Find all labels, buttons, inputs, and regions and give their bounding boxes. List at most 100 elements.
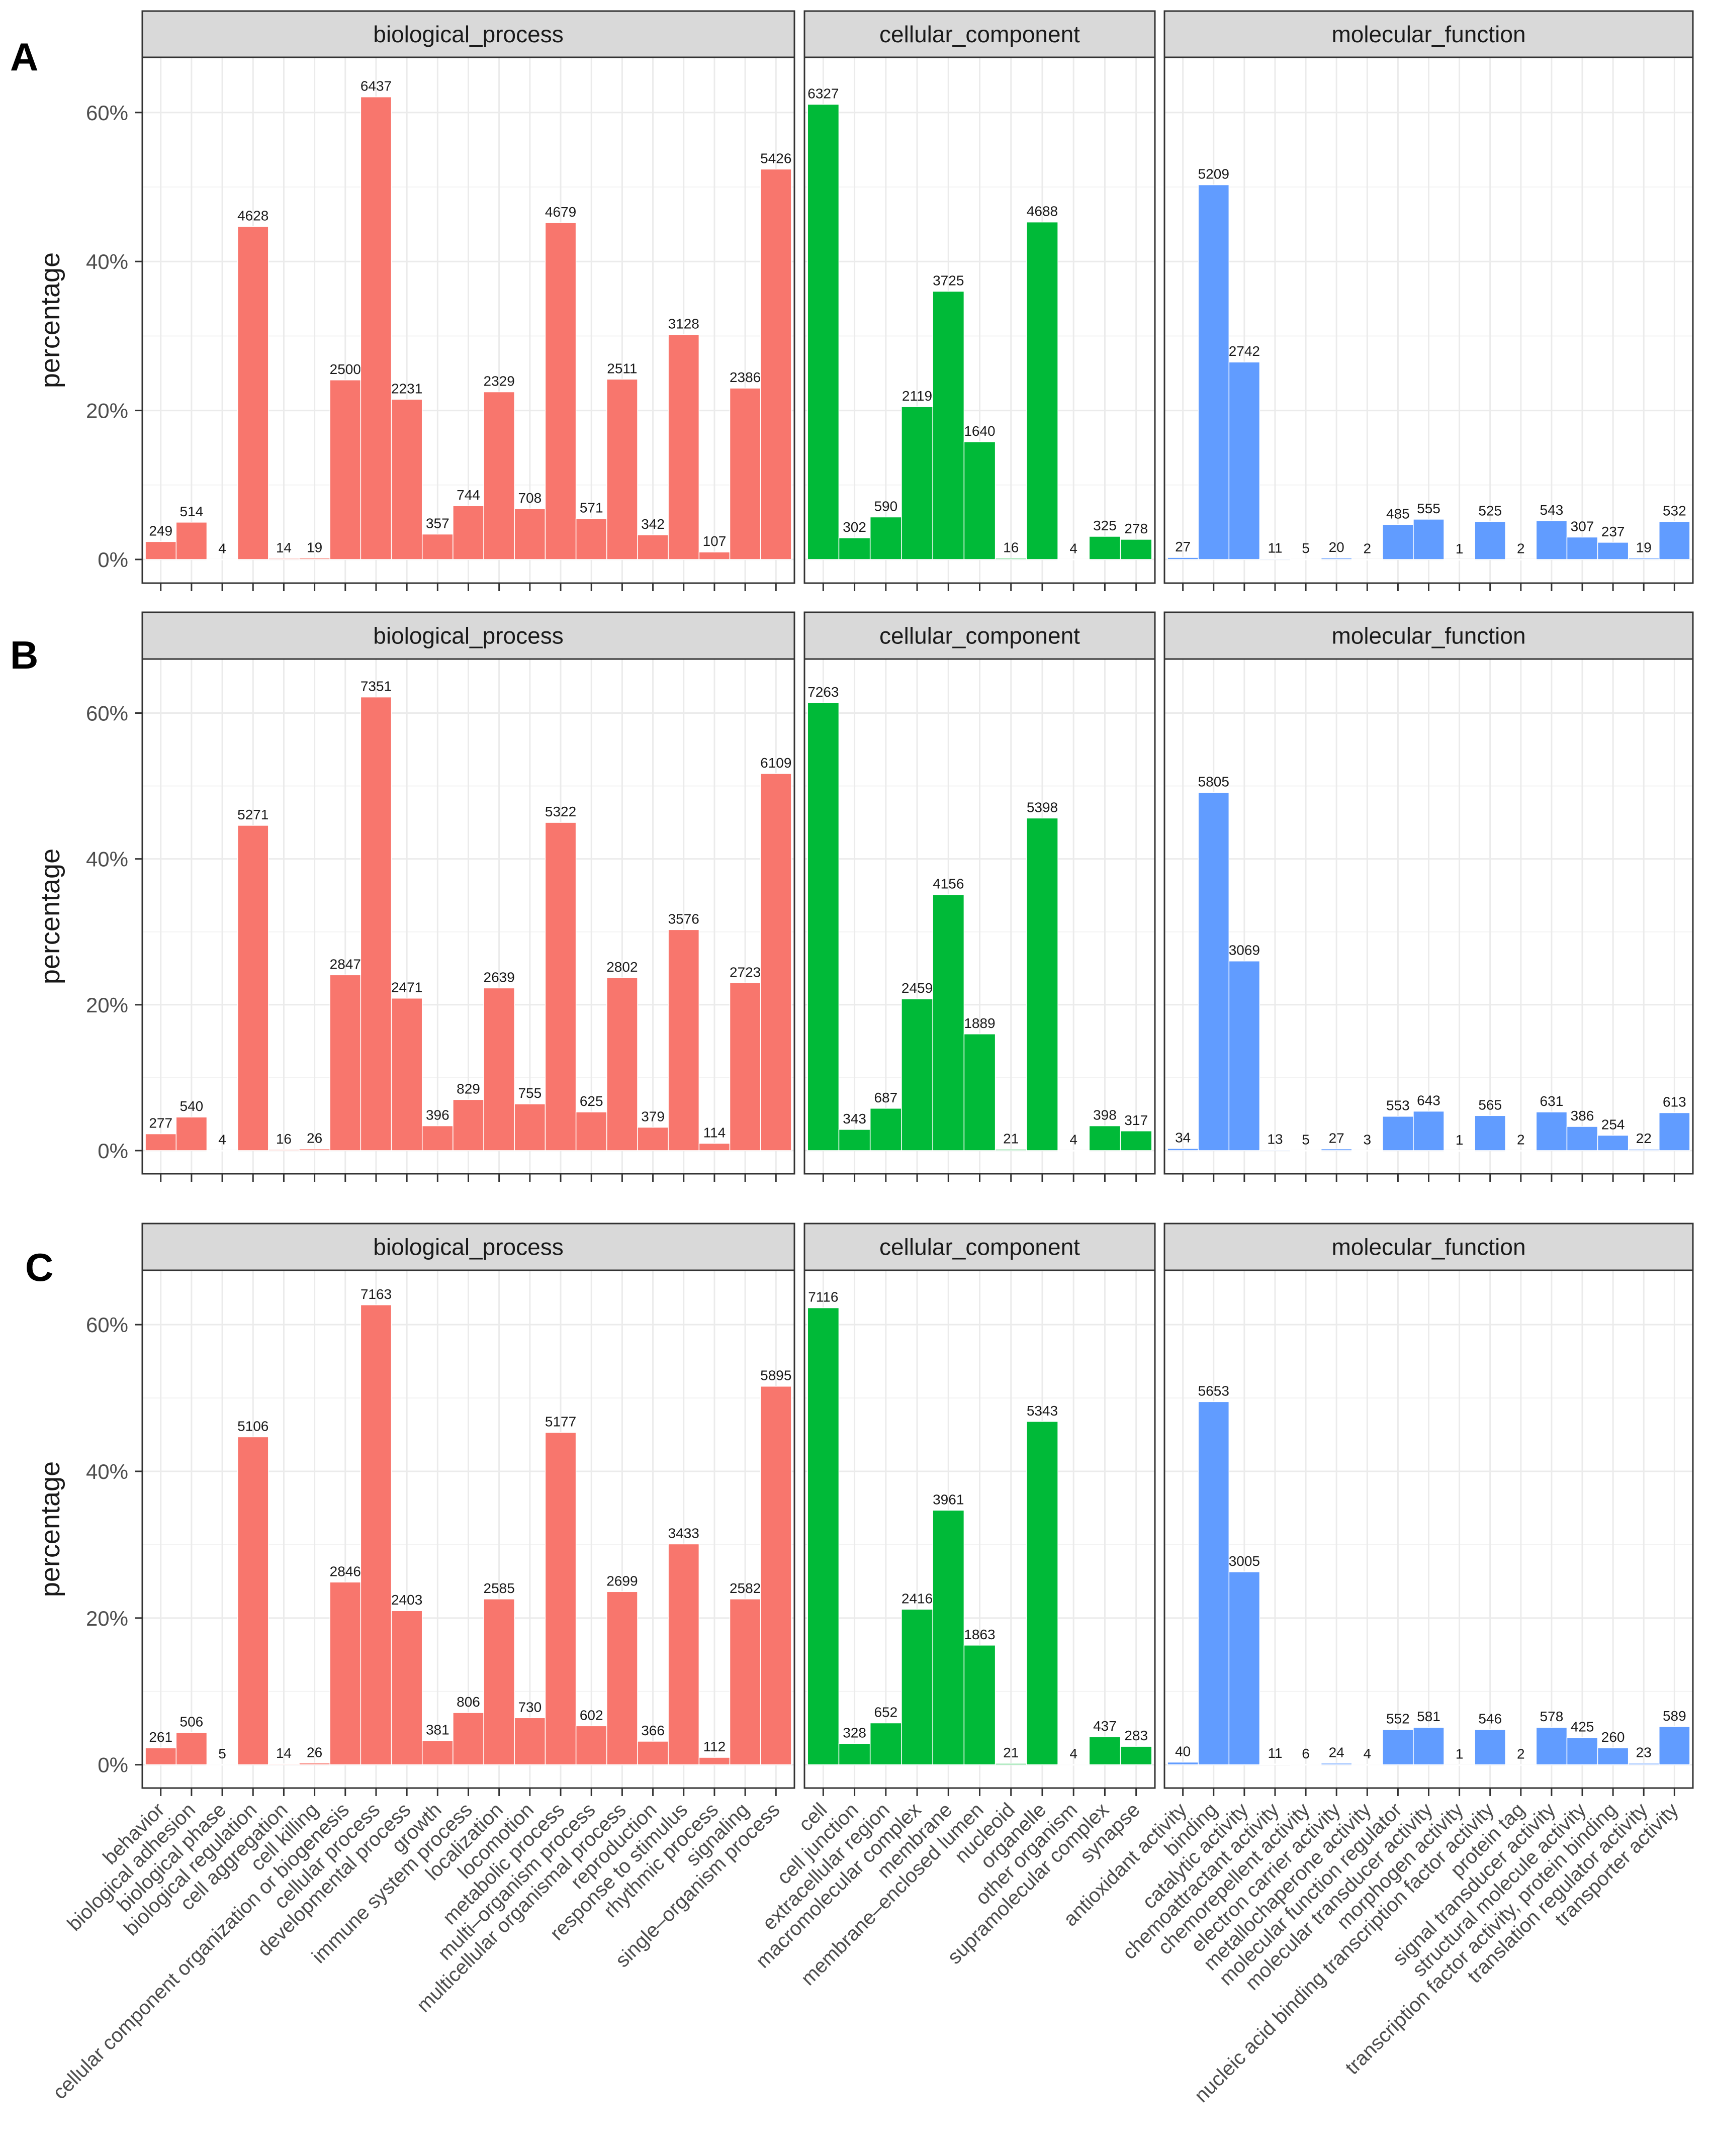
bar bbox=[1320, 1762, 1353, 1765]
bar bbox=[237, 226, 269, 560]
bar-value-label: 2119 bbox=[902, 388, 932, 404]
bar-value-label: 112 bbox=[703, 1739, 726, 1754]
bar-value-label: 4628 bbox=[237, 208, 268, 224]
bar-value-label: 3128 bbox=[668, 316, 699, 331]
bar-value-label: 806 bbox=[457, 1694, 480, 1710]
bar bbox=[1120, 1746, 1152, 1765]
bar-value-label: 2582 bbox=[730, 1580, 761, 1596]
bar-value-label: 652 bbox=[874, 1704, 897, 1720]
bar bbox=[1167, 557, 1199, 560]
bar bbox=[838, 1129, 871, 1151]
bar bbox=[1057, 558, 1090, 560]
bar-value-label: 357 bbox=[426, 516, 449, 531]
bar-value-label: 40 bbox=[1175, 1744, 1191, 1759]
bar-value-label: 2802 bbox=[606, 959, 638, 975]
bar-value-label: 114 bbox=[703, 1124, 726, 1140]
bar-value-label: 4688 bbox=[1027, 204, 1058, 219]
bar-value-label: 2639 bbox=[484, 969, 515, 985]
bar-value-label: 5 bbox=[1302, 1132, 1310, 1147]
bar-value-label: 2386 bbox=[730, 369, 761, 385]
bar bbox=[1167, 1761, 1199, 1765]
y-tick-label: 0% bbox=[98, 548, 128, 572]
bar bbox=[637, 1741, 669, 1765]
bar bbox=[175, 522, 208, 560]
bar bbox=[1628, 1762, 1660, 1765]
bar bbox=[299, 1762, 330, 1765]
bar bbox=[545, 222, 577, 560]
bar-value-label: 398 bbox=[1093, 1107, 1117, 1123]
bar-value-label: 631 bbox=[1540, 1093, 1564, 1109]
bar-value-label: 1 bbox=[1456, 1132, 1464, 1148]
bar bbox=[760, 1385, 792, 1765]
bar-value-label: 565 bbox=[1478, 1097, 1502, 1112]
bar-value-label: 546 bbox=[1478, 1711, 1502, 1727]
bar bbox=[963, 441, 996, 560]
bar bbox=[1536, 520, 1568, 560]
bar bbox=[1167, 1148, 1199, 1151]
bar bbox=[514, 1103, 546, 1151]
y-tick-label: 20% bbox=[86, 399, 128, 423]
bar bbox=[869, 1722, 902, 1765]
facet-strip-label: molecular_function bbox=[1331, 1234, 1525, 1260]
bar bbox=[1444, 1150, 1475, 1152]
bar bbox=[145, 1747, 177, 1765]
bar-value-label: 543 bbox=[1540, 502, 1564, 518]
panel-letter: B bbox=[10, 633, 38, 677]
bar bbox=[453, 505, 484, 560]
bar bbox=[869, 516, 902, 560]
bar bbox=[963, 1034, 996, 1151]
y-tick-label: 60% bbox=[86, 702, 128, 725]
bar-value-label: 1640 bbox=[964, 423, 995, 439]
bar-value-label: 5653 bbox=[1198, 1383, 1229, 1398]
bar bbox=[1444, 559, 1475, 561]
bar-value-label: 283 bbox=[1124, 1728, 1148, 1743]
bar bbox=[237, 825, 269, 1151]
bar bbox=[1290, 1764, 1322, 1766]
bar bbox=[391, 997, 423, 1151]
bar bbox=[329, 1581, 362, 1765]
bar-value-label: 514 bbox=[180, 504, 204, 519]
bar-value-label: 485 bbox=[1386, 506, 1410, 521]
bar-value-label: 317 bbox=[1124, 1112, 1148, 1128]
bar-value-label: 254 bbox=[1601, 1116, 1625, 1132]
bar-value-label: 555 bbox=[1417, 501, 1440, 516]
bar bbox=[1536, 1111, 1568, 1151]
bar-value-label: 506 bbox=[180, 1714, 204, 1729]
facet-biological_process: biological_process 277 540 4 5271 16 26 2847 735… bbox=[141, 611, 795, 1182]
bar bbox=[206, 558, 238, 560]
bar-value-label: 13 bbox=[1267, 1131, 1283, 1147]
bar bbox=[729, 388, 761, 560]
facet-strip-label: biological_process bbox=[373, 623, 563, 649]
facet-strip bbox=[803, 10, 1156, 58]
bar-value-label: 5 bbox=[1302, 540, 1310, 556]
bar-value-label: 2231 bbox=[391, 381, 422, 396]
bar bbox=[838, 1743, 871, 1765]
bar-value-label: 730 bbox=[518, 1699, 542, 1715]
bar-value-label: 26 bbox=[307, 1131, 322, 1146]
bar bbox=[1505, 1764, 1537, 1766]
bar-value-label: 342 bbox=[641, 516, 665, 532]
bar bbox=[1351, 1764, 1383, 1766]
bar-value-label: 540 bbox=[180, 1098, 204, 1114]
bar-value-label: 5426 bbox=[760, 150, 791, 166]
facet-cellular_component: cellular_component 6327 302 590 2119 3725 1640… bbox=[803, 10, 1156, 591]
bar-value-label: 2699 bbox=[606, 1573, 638, 1588]
bar bbox=[268, 558, 300, 560]
bar bbox=[514, 1717, 546, 1765]
bar-value-label: 5271 bbox=[237, 807, 268, 822]
bar bbox=[668, 929, 700, 1151]
bar-value-label: 2723 bbox=[730, 964, 761, 980]
bar bbox=[268, 1763, 300, 1765]
bar-value-label: 3961 bbox=[933, 1491, 964, 1507]
bar bbox=[1057, 1764, 1090, 1766]
bar bbox=[1057, 1150, 1090, 1152]
bar-value-label: 396 bbox=[426, 1107, 449, 1123]
bar bbox=[1659, 1112, 1690, 1151]
bar-value-label: 4 bbox=[218, 540, 226, 556]
bar bbox=[1659, 521, 1690, 560]
bar bbox=[901, 998, 933, 1151]
bar bbox=[1228, 1571, 1260, 1765]
bar bbox=[299, 557, 330, 560]
bar bbox=[453, 1099, 484, 1151]
bar bbox=[175, 1116, 208, 1151]
